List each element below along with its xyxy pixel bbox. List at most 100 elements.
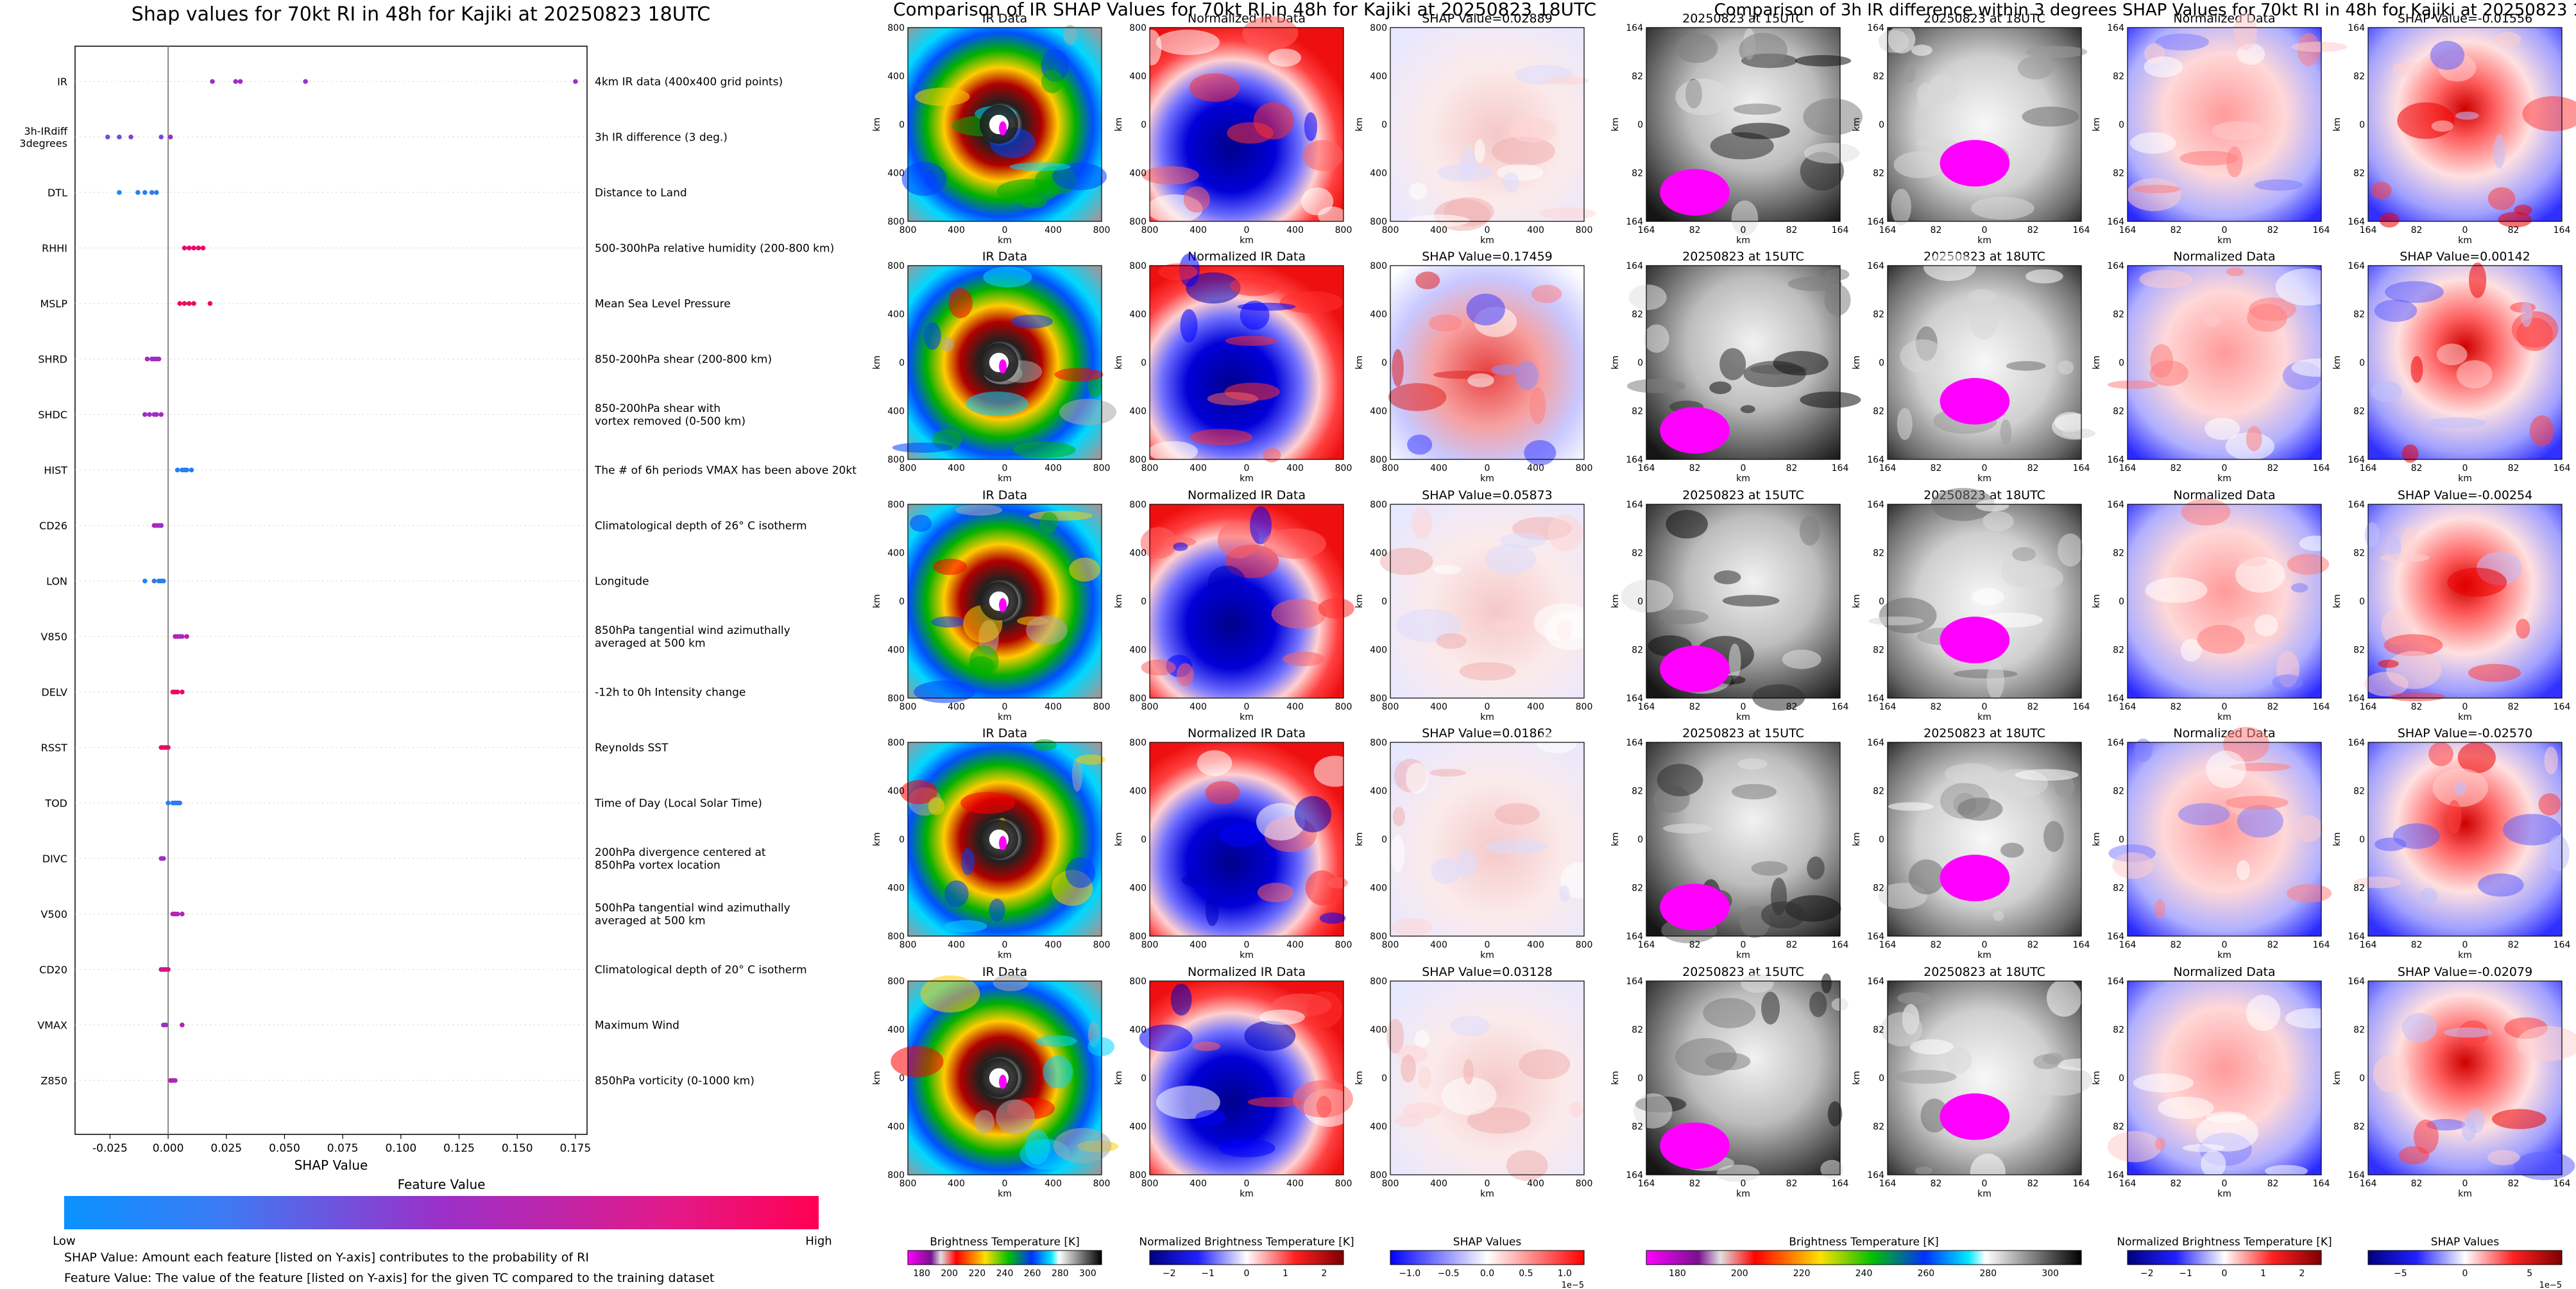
texture-blob (928, 797, 945, 815)
panel-title: SHAP Value=0.03128 (1422, 965, 1553, 979)
panel-frame (2367, 980, 2563, 1175)
texture-blob (1263, 528, 1327, 559)
x-tick-label: 164 (2119, 463, 2137, 474)
texture-blob (1868, 616, 1924, 626)
panel-frame (2127, 27, 2322, 222)
texture-blob (1485, 839, 1548, 855)
x-axis-label: km (2458, 235, 2472, 246)
colorbar-gradient (2127, 1250, 2322, 1265)
shap-point (573, 79, 578, 84)
texture-blob (1075, 755, 1105, 765)
panel-frame (2127, 742, 2322, 937)
texture-blob (1897, 992, 1931, 1005)
x-tick-label: 82 (2171, 1179, 2182, 1189)
x-tick-label: 800 (1141, 1179, 1159, 1189)
y-axis-label: km (1852, 355, 1862, 370)
texture-blob (1247, 1097, 1304, 1107)
texture-blob (2246, 994, 2281, 1031)
texture-blob (1986, 661, 2004, 700)
texture-blob (2107, 1131, 2162, 1163)
x-axis-label: km (1240, 950, 1254, 960)
y-tick-label: 164 (2348, 694, 2365, 704)
x-tick-label: 0 (1485, 1179, 1490, 1189)
texture-blob (1406, 762, 1428, 794)
shap-point (144, 356, 150, 362)
y-tick-label: 164 (1867, 261, 1884, 271)
texture-blob (1928, 74, 1959, 104)
texture-blob (1944, 763, 1998, 784)
x-tick-label: 164 (2554, 702, 2571, 712)
x-tick-label: 800 (1335, 463, 1352, 474)
y-tick-label: 0 (2119, 597, 2124, 607)
texture-blob (1205, 781, 1240, 805)
x-tick-label: 400 (948, 702, 965, 712)
texture-blob (1011, 314, 1053, 329)
y-tick-label: 0 (1879, 835, 1884, 845)
texture-blob (2516, 1026, 2576, 1061)
texture-blob (2516, 318, 2554, 352)
feature-name-label: CD20 (39, 964, 67, 976)
texture-blob (1176, 663, 1194, 687)
y-tick-label: 400 (1370, 1122, 1387, 1132)
center-marker (998, 836, 1007, 851)
y-tick-label: 800 (1370, 455, 1387, 465)
x-tick-label: 164 (1638, 225, 1655, 235)
texture-blob (1408, 182, 1428, 200)
texture-blob (1741, 973, 1774, 993)
texture-blob (1626, 379, 1686, 393)
y-tick-label: 82 (2353, 310, 2365, 320)
texture-blob (1043, 1055, 1073, 1089)
y-axis-label: km (2332, 117, 2342, 132)
shap-point (128, 134, 133, 140)
feature-description-label: 850hPa vorticity (0-1000 km) (595, 1075, 755, 1088)
x-tick-label: 800 (1382, 702, 1399, 712)
y-tick-label: 0 (1637, 120, 1643, 130)
y-axis-label: km (1852, 1071, 1862, 1085)
texture-blob (891, 1046, 944, 1077)
x-tick-label: 0 (1741, 940, 1746, 950)
y-tick-label: 164 (2107, 977, 2124, 987)
y-tick-label: 82 (1873, 72, 1884, 82)
x-tick-label: 164 (1638, 463, 1655, 474)
texture-blob (2401, 1012, 2437, 1043)
x-tick-label: 0.000 (153, 1142, 184, 1155)
y-tick-label: 800 (1129, 455, 1147, 465)
texture-blob (1186, 272, 1241, 304)
texture-blob (1666, 509, 1708, 539)
y-tick-label: 0 (1141, 358, 1147, 368)
y-tick-label: 164 (1626, 932, 1643, 942)
y-axis-label: km (1610, 355, 1621, 370)
texture-blob (2015, 769, 2079, 781)
x-tick-label: 82 (2411, 225, 2423, 235)
x-tick-label: 0 (2462, 940, 2468, 950)
x-axis-label: km (1977, 1189, 1992, 1199)
y-tick-label: 0 (1141, 1073, 1147, 1084)
texture-blob (2456, 360, 2493, 389)
shap-point (207, 301, 213, 306)
y-tick-label: 400 (1129, 645, 1147, 656)
texture-blob (1975, 499, 2009, 512)
texture-blob (1737, 758, 1768, 770)
y-tick-label: 82 (2353, 1122, 2365, 1132)
y-tick-label: 164 (1626, 1170, 1643, 1181)
feature-name-label: TOD (44, 798, 67, 810)
x-axis-label: km (1977, 474, 1992, 484)
x-tick-label: 400 (1045, 463, 1062, 474)
texture-blob (2454, 781, 2467, 796)
x-axis-label: km (1480, 950, 1494, 960)
texture-blob (1237, 302, 1296, 311)
x-tick-label: 400 (1527, 702, 1544, 712)
texture-blob (1908, 859, 1945, 895)
x-tick-label: 164 (1832, 1179, 1849, 1189)
y-tick-label: 800 (1129, 694, 1147, 704)
x-tick-label: 400 (1527, 225, 1544, 235)
texture-blob (2248, 297, 2296, 321)
x-tick-label: 82 (1786, 463, 1798, 474)
y-axis-label: km (2092, 832, 2102, 846)
x-tick-label: 0 (1982, 463, 1988, 474)
texture-blob (1141, 30, 1162, 66)
texture-blob (1301, 187, 1334, 216)
colorbar-tick-label: 200 (1731, 1268, 1748, 1279)
y-tick-label: 800 (1370, 694, 1387, 704)
texture-blob (1218, 824, 1262, 847)
